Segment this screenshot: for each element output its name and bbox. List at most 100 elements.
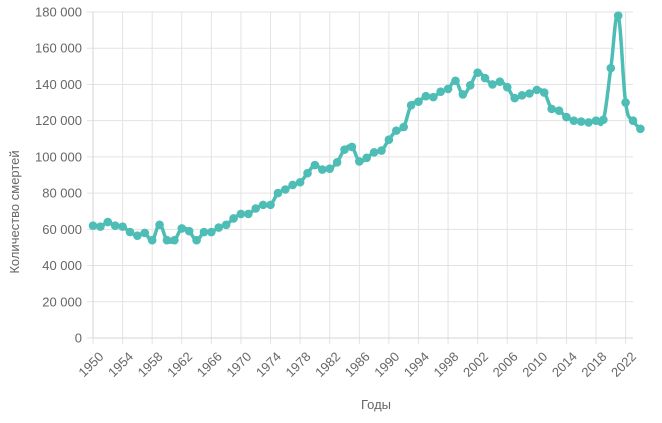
x-tick-label: 2018 (578, 349, 609, 380)
data-point (451, 76, 460, 86)
data-point (584, 118, 593, 127)
data-point (599, 115, 608, 125)
data-point (162, 235, 172, 245)
data-point (554, 106, 564, 116)
data-point (118, 222, 127, 231)
data-point (510, 93, 519, 103)
x-tick-label: 2002 (460, 349, 491, 380)
x-tick-label: 1970 (223, 349, 254, 380)
x-tick-label: 1990 (371, 349, 402, 380)
data-point (539, 88, 549, 97)
data-point (576, 117, 586, 126)
y-tick-label: 0 (75, 331, 82, 346)
data-point (147, 235, 157, 245)
data-point (244, 209, 253, 219)
data-point (273, 188, 283, 198)
y-tick-label: 60 000 (42, 222, 82, 237)
x-tick-label: 1974 (253, 349, 284, 380)
y-tick-label: 40 000 (42, 258, 82, 273)
y-tick-label: 140 000 (35, 77, 82, 92)
data-point (569, 116, 579, 125)
data-point (414, 97, 423, 106)
data-point (140, 228, 150, 238)
data-point (303, 168, 312, 178)
data-point (310, 160, 320, 170)
data-point (547, 104, 556, 114)
data-point (295, 177, 305, 187)
data-point (369, 148, 379, 157)
data-point (207, 227, 216, 237)
data-point (495, 77, 505, 87)
data-point (266, 200, 275, 210)
data-point (251, 204, 261, 213)
data-point (184, 226, 194, 236)
data-point (170, 235, 179, 245)
data-point (199, 227, 209, 237)
plot-area (88, 11, 645, 245)
data-point (110, 221, 120, 231)
x-axis-title: Годы (361, 397, 391, 412)
y-tick-label: 20 000 (42, 294, 82, 309)
data-point (96, 222, 105, 231)
x-axis: 1950195419581962196619701974197819821986… (75, 337, 639, 380)
data-point (636, 124, 645, 134)
data-point (406, 100, 416, 110)
data-point (332, 158, 342, 167)
data-point (229, 214, 238, 223)
y-tick-label: 80 000 (42, 186, 82, 201)
data-point (88, 221, 98, 231)
y-tick-label: 160 000 (35, 41, 82, 56)
data-point (377, 146, 386, 155)
data-point (480, 73, 490, 83)
data-point (458, 90, 468, 99)
data-point (465, 81, 475, 90)
data-point (502, 82, 512, 92)
gridlines (87, 11, 633, 344)
data-point (606, 63, 616, 73)
data-point (562, 112, 571, 122)
data-point (133, 231, 142, 240)
x-tick-label: 1962 (164, 349, 195, 380)
data-point (192, 235, 201, 245)
data-point (340, 145, 349, 154)
data-point (628, 116, 638, 125)
data-point (621, 98, 630, 107)
data-point (525, 89, 534, 98)
x-tick-label: 2006 (490, 349, 521, 380)
data-point (399, 122, 408, 132)
data-point (214, 223, 224, 232)
x-tick-label: 1994 (401, 349, 432, 380)
data-point (258, 200, 268, 210)
x-tick-label: 2022 (608, 349, 639, 380)
data-point (428, 92, 438, 102)
data-point (421, 91, 431, 101)
data-point (236, 209, 246, 219)
x-tick-label: 2014 (549, 349, 580, 380)
y-axis: 0 20 000 40 000 60 000 80 000 100 000 120 000 1… (35, 5, 94, 346)
x-tick-label: 1958 (135, 349, 166, 380)
data-point (355, 157, 364, 166)
x-tick-label: 1950 (75, 349, 106, 380)
data-point (591, 116, 601, 125)
data-point (288, 180, 298, 190)
data-point (103, 217, 113, 227)
series-line (91, 13, 643, 244)
y-axis-title: Количество смертей (7, 150, 22, 273)
x-tick-label: 1966 (194, 349, 225, 380)
data-point (125, 227, 135, 237)
y-tick-label: 120 000 (35, 113, 82, 128)
data-point (362, 153, 371, 163)
x-tick-label: 1954 (105, 349, 136, 380)
x-tick-label: 1978 (283, 349, 314, 380)
data-point (443, 84, 453, 94)
y-tick-label: 100 000 (35, 149, 82, 164)
x-tick-label: 1998 (430, 349, 461, 380)
data-point (517, 91, 527, 100)
data-point (532, 85, 542, 95)
data-point (325, 164, 335, 173)
data-point (473, 68, 482, 77)
x-tick-label: 2010 (519, 349, 550, 380)
x-tick-label: 1982 (312, 349, 343, 380)
